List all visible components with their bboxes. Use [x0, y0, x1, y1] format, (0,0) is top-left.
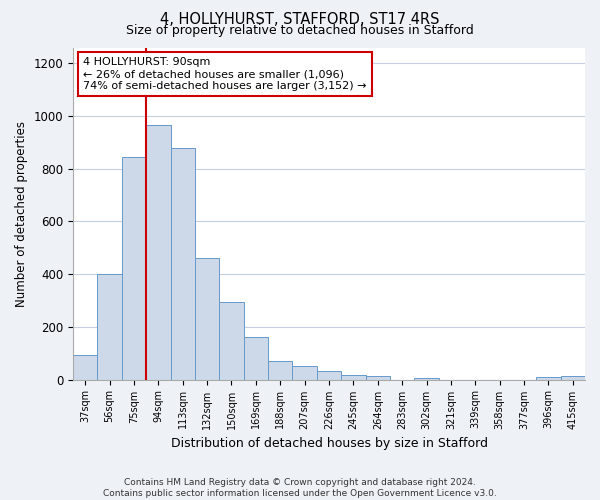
- Bar: [244, 338, 268, 380]
- Bar: [122, 157, 146, 380]
- Bar: [317, 371, 341, 380]
- Bar: [73, 354, 97, 380]
- Bar: [146, 125, 170, 380]
- X-axis label: Distribution of detached houses by size in Stafford: Distribution of detached houses by size …: [170, 437, 488, 450]
- Bar: [341, 375, 365, 380]
- Text: Size of property relative to detached houses in Stafford: Size of property relative to detached ho…: [126, 24, 474, 37]
- Bar: [365, 376, 390, 380]
- Text: 4 HOLLYHURST: 90sqm
← 26% of detached houses are smaller (1,096)
74% of semi-det: 4 HOLLYHURST: 90sqm ← 26% of detached ho…: [83, 58, 367, 90]
- Bar: [560, 376, 585, 380]
- Text: 4, HOLLYHURST, STAFFORD, ST17 4RS: 4, HOLLYHURST, STAFFORD, ST17 4RS: [160, 12, 440, 28]
- Bar: [195, 258, 220, 380]
- Bar: [268, 360, 292, 380]
- Y-axis label: Number of detached properties: Number of detached properties: [15, 120, 28, 306]
- Bar: [220, 302, 244, 380]
- Bar: [536, 377, 560, 380]
- Bar: [415, 378, 439, 380]
- Bar: [170, 148, 195, 380]
- Bar: [292, 366, 317, 380]
- Text: Contains HM Land Registry data © Crown copyright and database right 2024.
Contai: Contains HM Land Registry data © Crown c…: [103, 478, 497, 498]
- Bar: [97, 274, 122, 380]
